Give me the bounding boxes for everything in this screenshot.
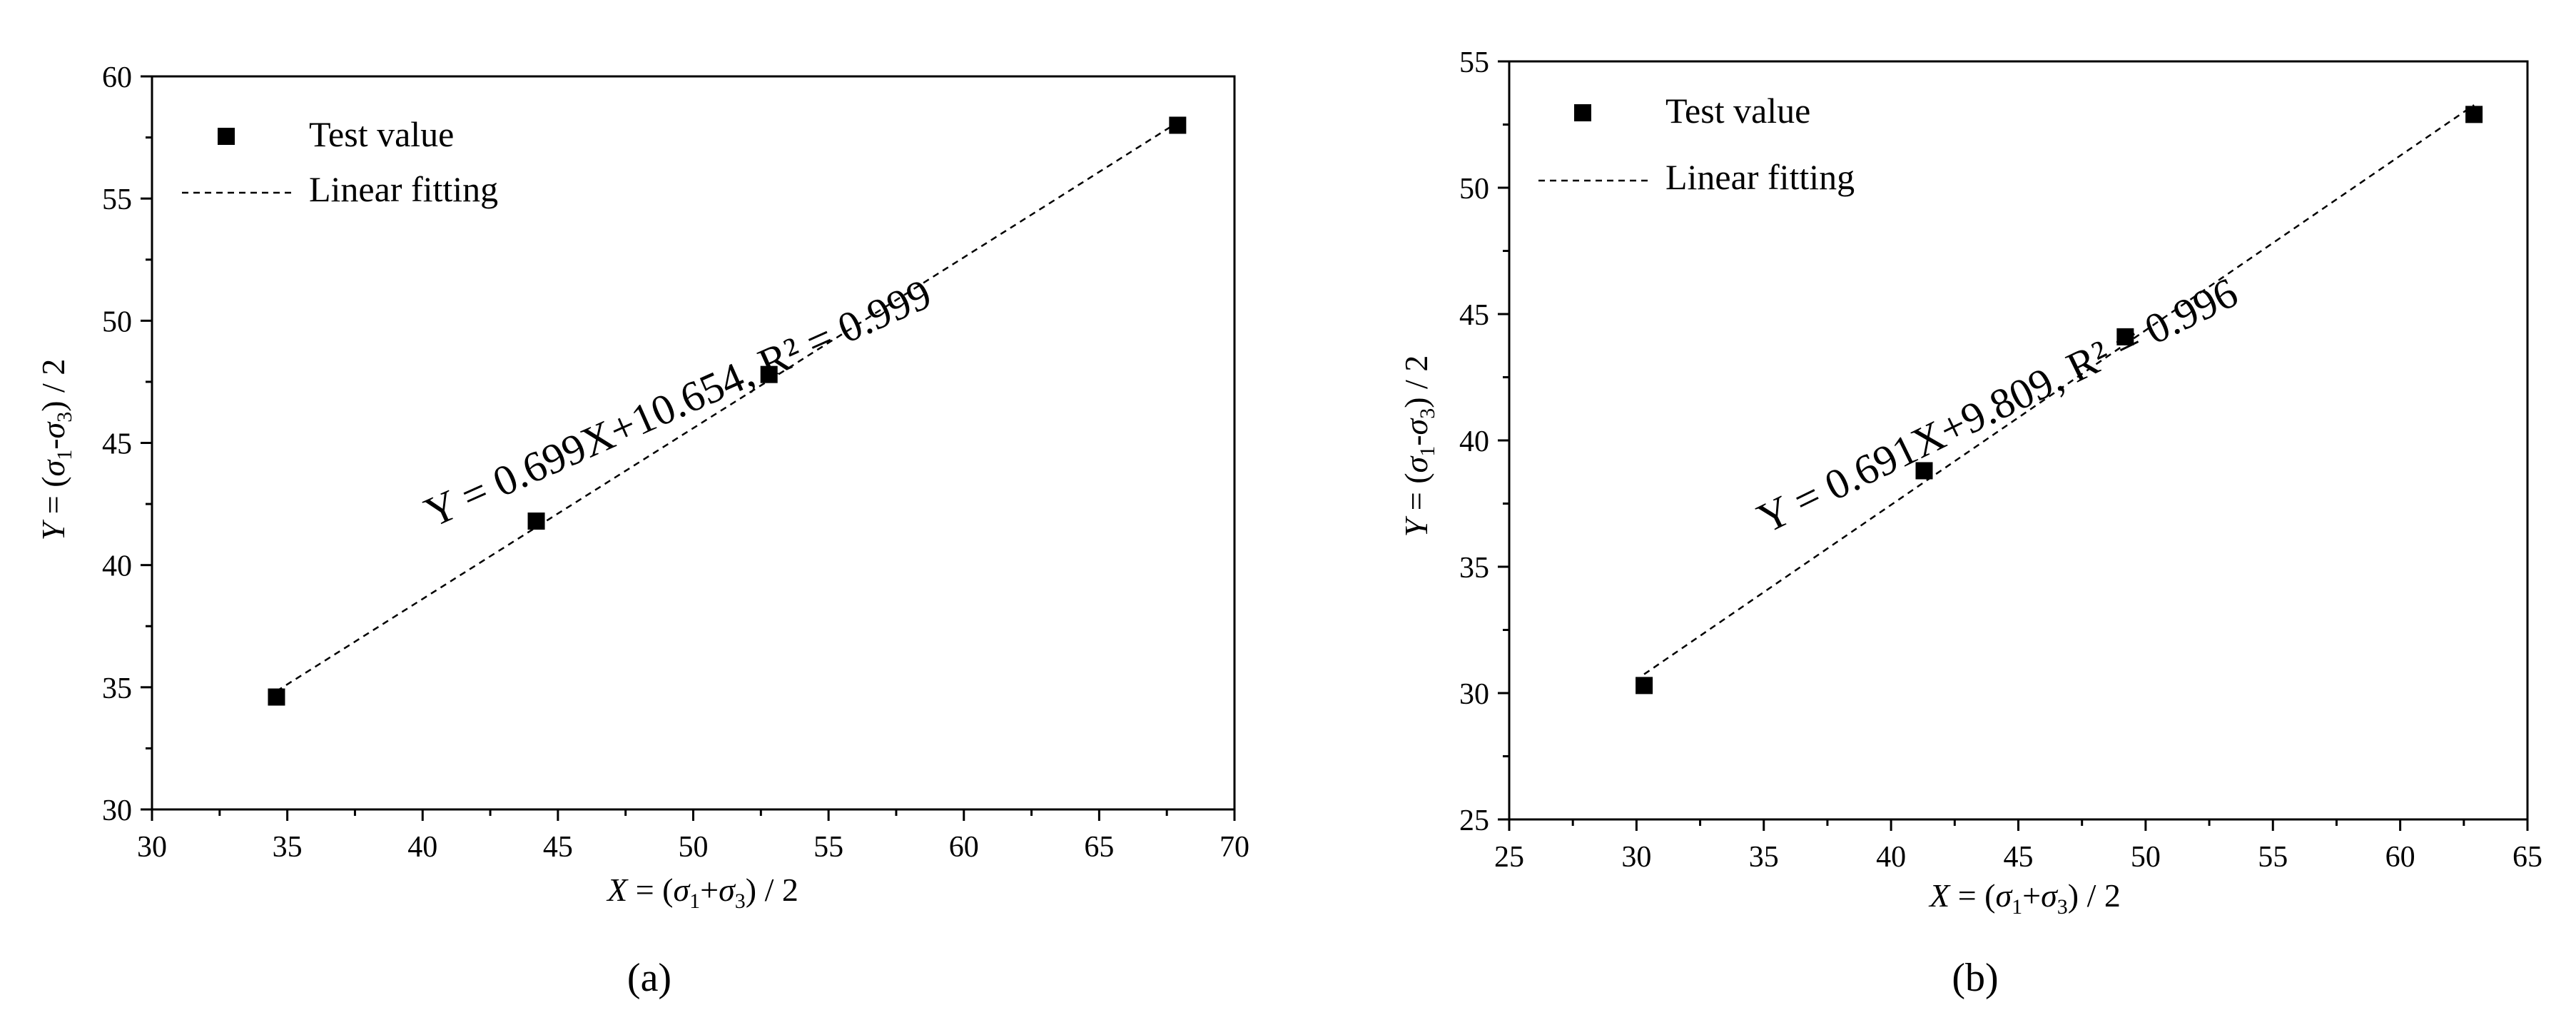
subplot-label: (a) [627,956,671,1000]
x-tick-label: 55 [2258,841,2288,874]
legend-marker-test-value [1574,104,1591,121]
x-tick-label: 65 [2512,841,2542,874]
y-axis-title: Y = (σ1-σ3) / 2 [35,359,76,541]
x-tick-label: 60 [949,831,979,864]
y-tick-label: 45 [1459,299,1489,332]
y-tick-label: 50 [1459,173,1489,206]
test-value-point [527,513,545,530]
fit-equation-annotation: Y = 0.699X+10.654, R² = 0.999 [417,270,938,536]
legend-label-test-value: Test value [1665,91,1810,131]
fit-equation-annotation: Y = 0.691X+9.809, R² = 0.996 [1750,268,2245,542]
test-value-point [1636,677,1653,695]
x-tick-label: 50 [679,831,709,864]
x-axis-title: X = (σ1+σ3) / 2 [606,872,798,913]
y-tick-label: 30 [1459,678,1489,711]
y-tick-label: 40 [1459,425,1489,458]
y-tick-label: 30 [102,794,132,827]
test-value-point [2116,328,2134,345]
x-tick-label: 45 [2004,841,2034,874]
x-axis-title: X = (σ1+σ3) / 2 [1928,877,2121,919]
y-tick-label: 35 [1459,552,1489,585]
legend: Test value Linear fitting [182,114,498,209]
linear-fitting-line [275,121,1179,692]
test-value-point [1169,116,1187,134]
x-tick-label: 30 [137,831,167,864]
test-value-point [1915,462,1933,480]
y-tick-label: 45 [102,428,132,461]
x-tick-label: 40 [407,831,437,864]
x-tick-label: 25 [1494,841,1524,874]
legend-label-linear-fitting: Linear fitting [1665,157,1855,197]
legend-marker-test-value [218,128,235,145]
x-tick-label: 55 [813,831,843,864]
x-tick-label: 70 [1219,831,1249,864]
x-tick-label: 60 [2385,841,2415,874]
y-tick-label: 55 [1459,46,1489,79]
x-tick-label: 40 [1876,841,1906,874]
x-tick-label: 50 [2131,841,2161,874]
test-value-point [2465,106,2483,123]
y-axis-title: Y = (σ1-σ3) / 2 [1398,355,1439,537]
y-tick-label: 35 [102,672,132,705]
y-tick-label: 55 [102,183,132,216]
y-tick-label: 50 [102,306,132,338]
linear-fitting-line [1643,104,2475,675]
y-tick-label: 25 [1459,804,1489,837]
y-tick-label: 40 [102,550,132,583]
subplot-label: (b) [1952,956,1998,1000]
chart-panel-b: 25 30 35 40 45 50 55 60 65 25 30 35 40 45 50 55 X = (σ1+… [1398,46,2542,1000]
x-tick-label: 45 [543,831,573,864]
plot-frame [1508,60,2529,821]
legend-label-test-value: Test value [309,114,454,154]
chart-panel-a: 30 35 40 45 50 55 60 65 70 30 35 40 45 50 55 60 X = (σ1+… [35,61,1249,1000]
legend-label-linear-fitting: Linear fitting [309,169,498,209]
y-tick-label: 60 [102,61,132,94]
legend: Test value Linear fitting [1538,91,1855,197]
x-tick-label: 30 [1621,841,1651,874]
x-tick-label: 35 [1749,841,1779,874]
x-tick-label: 65 [1084,831,1114,864]
x-tick-label: 35 [273,831,303,864]
test-value-point [268,688,285,706]
test-value-point [760,365,778,383]
